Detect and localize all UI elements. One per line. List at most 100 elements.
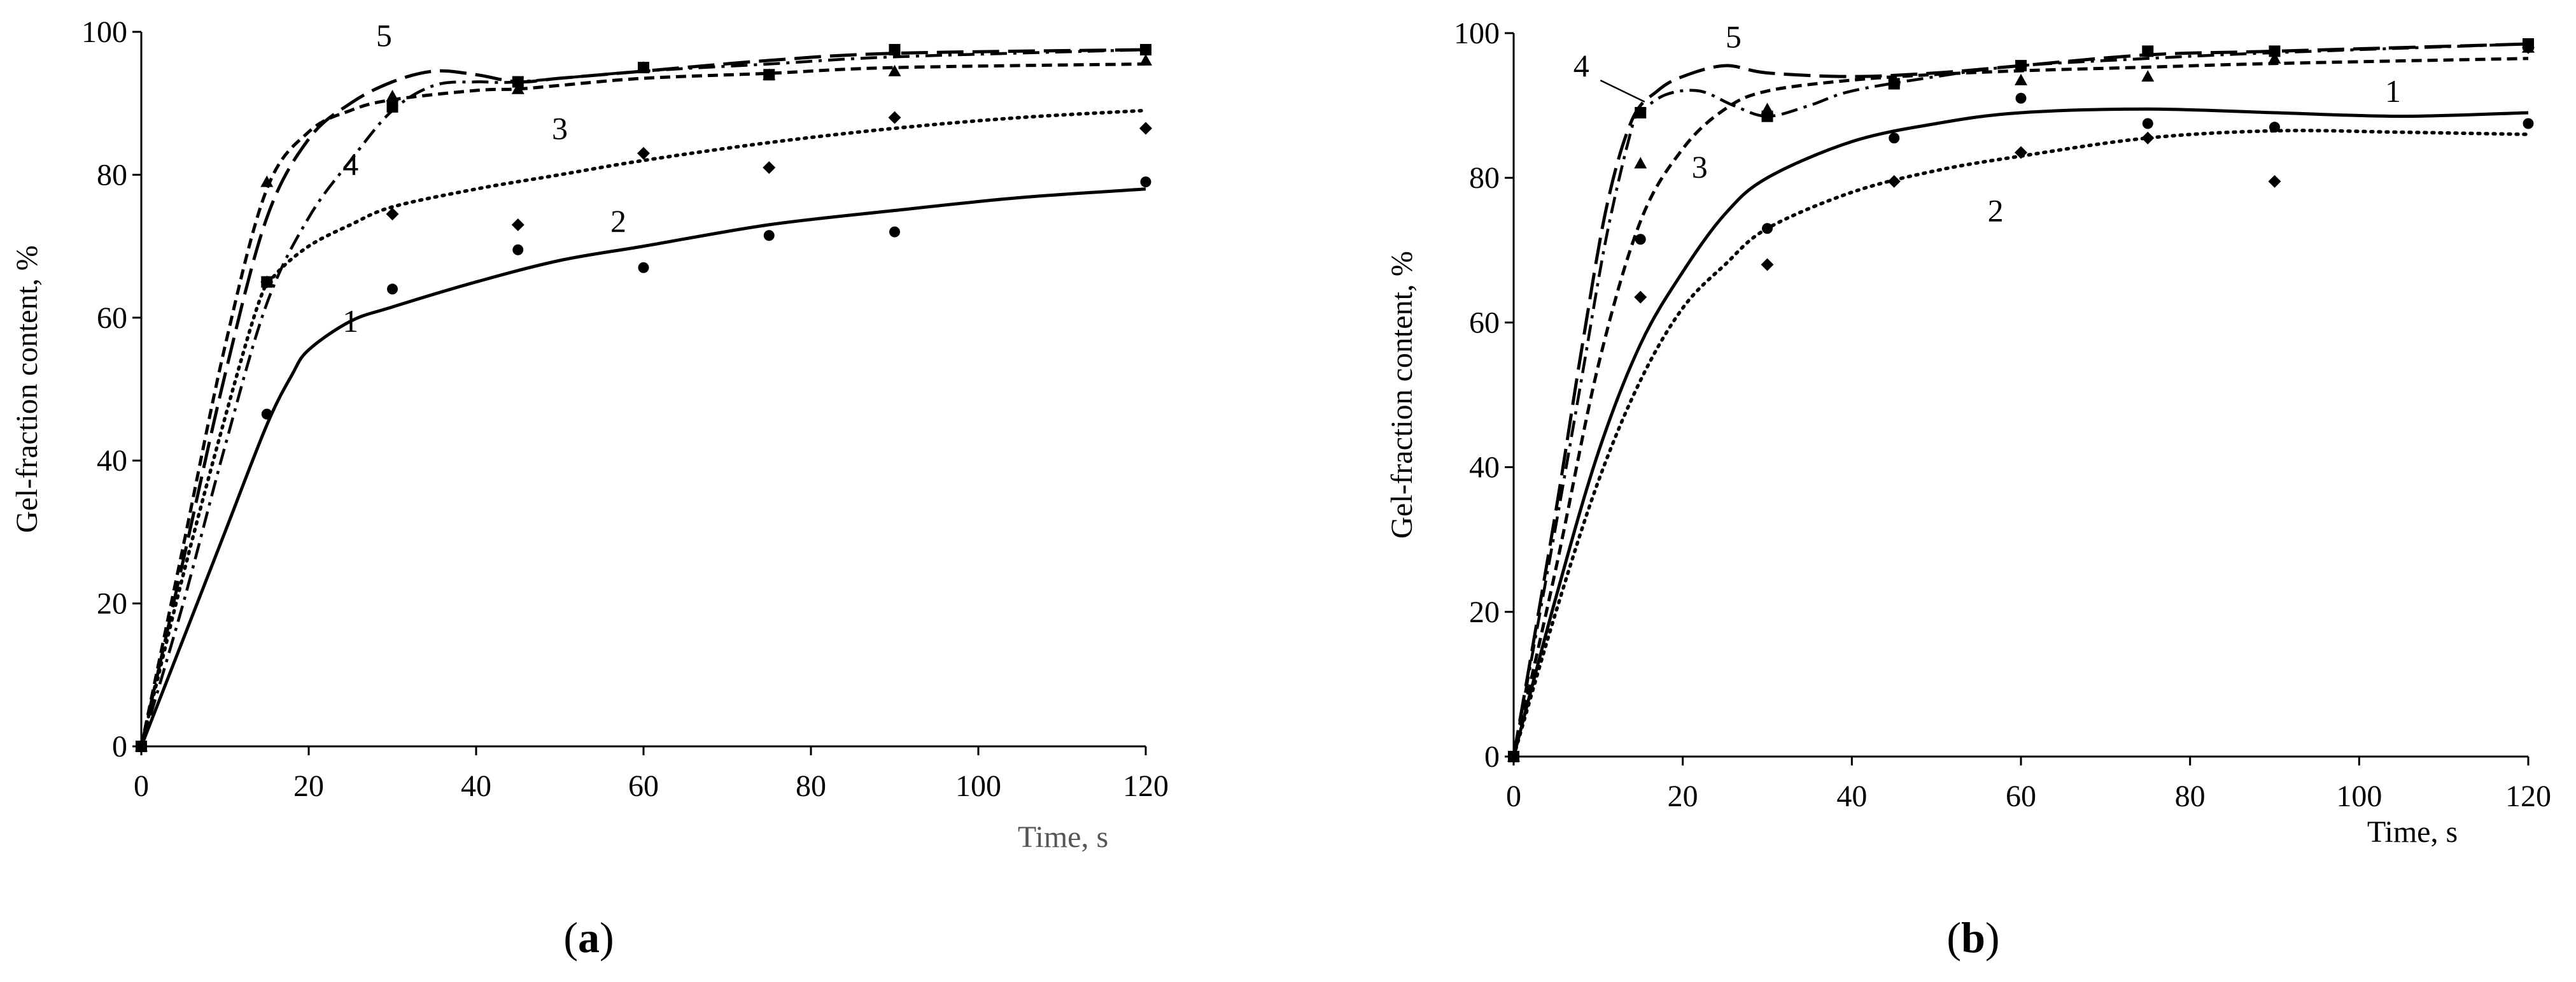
panel-a-curve-label-5: 5	[376, 17, 392, 53]
panel-b-point-2	[1634, 290, 1647, 304]
panel-b: 0 20 40 60 80 100 120 0 20 40 60 80 100 Gel-fraction …	[1385, 17, 2551, 962]
panel-b-point-1	[2015, 92, 2027, 104]
panel-b-point-2	[2141, 131, 2155, 145]
panel-a-point-3	[386, 89, 399, 101]
panel-a-point-4	[763, 69, 775, 81]
panel-a-y-axis-label: Gel-fraction content, %	[10, 245, 44, 533]
panel-b-point-4	[2523, 38, 2534, 50]
panel-b-x-tick-label: 100	[2336, 779, 2382, 813]
panel-a-series-2: 2	[135, 108, 1152, 753]
panel-b-fit-line-5	[1512, 42, 2529, 757]
panel-b-fit-line-1	[1512, 107, 2529, 757]
panel-a-caption-letter: a	[578, 913, 600, 962]
panel-b-fit-line-4	[1512, 42, 2529, 757]
panel-a-fit-line-2	[139, 108, 1148, 748]
panel-b-x-tick-label: 20	[1668, 779, 1698, 813]
panel-b-point-2	[1887, 174, 1901, 188]
panel-b-x-tick-label: 60	[2006, 779, 2036, 813]
panel-a-point-4	[261, 276, 273, 288]
panel-a-point-3	[888, 64, 901, 76]
panel-b-point-1	[1635, 234, 1646, 245]
panel-b-curve-label-5: 5	[1726, 19, 1742, 55]
panel-a: 0 20 40 60 80 100 120 0 20 40 60 80 100 Gel-fraction …	[10, 15, 1169, 962]
panel-a-x-tick-label: 120	[1123, 769, 1169, 803]
panel-a-x-tick-label: 0	[134, 769, 149, 803]
panel-b-point-4	[1761, 110, 1773, 122]
panel-a-y-tick-label: 80	[97, 158, 127, 192]
panel-a-curve-label-4: 4	[342, 146, 358, 181]
panel-a-fit-line-4	[139, 48, 1146, 747]
panel-a-curve-label-1: 1	[342, 303, 358, 339]
panel-b-point-2	[1761, 258, 1774, 271]
panel-a-y-tick-label: 60	[97, 301, 127, 335]
panel-a-x-tick-label: 40	[461, 769, 491, 803]
panel-a-caption: (a)	[563, 913, 614, 962]
panel-b-x-tick-label: 120	[2505, 779, 2551, 813]
panel-b-point-2	[2015, 146, 2027, 159]
panel-a-point-1	[387, 283, 398, 295]
panel-a-point-2	[511, 218, 524, 231]
panel-b-fit-line-2	[1512, 129, 2530, 758]
panel-b-point-2	[2268, 174, 2281, 188]
panel-b-point-3	[1634, 157, 1647, 169]
panel-b-point-3	[2015, 73, 2027, 85]
panel-a-point-2	[1139, 122, 1152, 135]
panel-a-x-tick-label: 80	[796, 769, 826, 803]
panel-b-fit-line-3	[1512, 57, 2529, 757]
panel-b-y-axis-label: Gel-fraction content, %	[1385, 251, 1419, 539]
panel-a-point-1	[512, 244, 524, 255]
panel-a-curve-label-3: 3	[552, 110, 568, 146]
panel-b-x-tick-label: 0	[1506, 779, 1521, 813]
panel-a-point-2	[637, 146, 650, 160]
panel-a-y-tick-label: 40	[97, 444, 127, 478]
panel-b-series-1: 1	[1508, 73, 2534, 762]
panel-a-point-1	[638, 262, 649, 273]
panel-b-point-3	[2268, 52, 2281, 64]
panel-a-point-4	[1140, 44, 1151, 56]
panel-a-point-3	[511, 82, 524, 94]
panel-b-point-4	[1888, 78, 1900, 90]
panel-b-x-tick-label: 40	[1836, 779, 1867, 813]
panel-a-fit-line-3	[139, 62, 1146, 747]
panel-b-point-1	[1889, 132, 1900, 144]
panel-b-y-tick-label: 80	[1469, 161, 1500, 195]
panel-a-point-1	[889, 226, 900, 238]
panel-a-point-2	[386, 208, 399, 221]
panel-a-point-3	[1139, 53, 1152, 66]
panel-b-caption-letter: b	[1961, 913, 1985, 962]
panel-a-x-tick-label: 100	[955, 769, 1001, 803]
panel-a-y-tick-label: 0	[112, 730, 127, 764]
panel-b-point-4	[2269, 45, 2281, 57]
panel-b-y-tick-label: 100	[1454, 17, 1500, 50]
panel-a-point-4	[386, 101, 398, 113]
panel-b-point-1	[2523, 118, 2534, 129]
panel-a-y-tick-label: 100	[81, 15, 127, 49]
panel-a-x-tick-label: 60	[628, 769, 659, 803]
panel-a-fit-line-5	[139, 48, 1146, 747]
panel-b-point-3	[2141, 70, 2155, 82]
panel-b-y-tick-label: 40	[1469, 451, 1500, 485]
panel-b-caption: (b)	[1946, 913, 1999, 962]
panel-b-point-1	[2142, 118, 2153, 129]
panel-b-curve-label-2: 2	[1988, 192, 2004, 228]
panel-a-point-1	[261, 408, 272, 420]
panel-a-fit-line-1	[139, 187, 1146, 747]
panel-b-series-5: 5	[1512, 19, 2529, 757]
panel-a-x-tick-label: 20	[293, 769, 324, 803]
panel-a-point-1	[763, 230, 775, 241]
panel-a-point-1	[1140, 176, 1151, 188]
panel-b-x-axis-label: Time, s	[2367, 815, 2458, 849]
panel-a-curve-label-2: 2	[610, 203, 626, 239]
panel-b-curve-label-1: 1	[2385, 73, 2401, 109]
panel-a-point-3	[260, 175, 274, 187]
panel-b-y-tick-label: 0	[1484, 740, 1500, 774]
panel-b-x-tick-label: 80	[2175, 779, 2206, 813]
panel-a-series-5: 5	[139, 17, 1146, 747]
panel-a-point-2	[763, 161, 776, 174]
panel-b-series-2: 2	[1507, 41, 2535, 763]
panel-b-curve-4-leader	[1600, 80, 1645, 103]
panel-b-curve-label-3: 3	[1692, 149, 1708, 185]
panel-b-curve-label-4: 4	[1573, 48, 1589, 83]
panel-a-x-axis-label: Time, s	[1018, 820, 1108, 854]
